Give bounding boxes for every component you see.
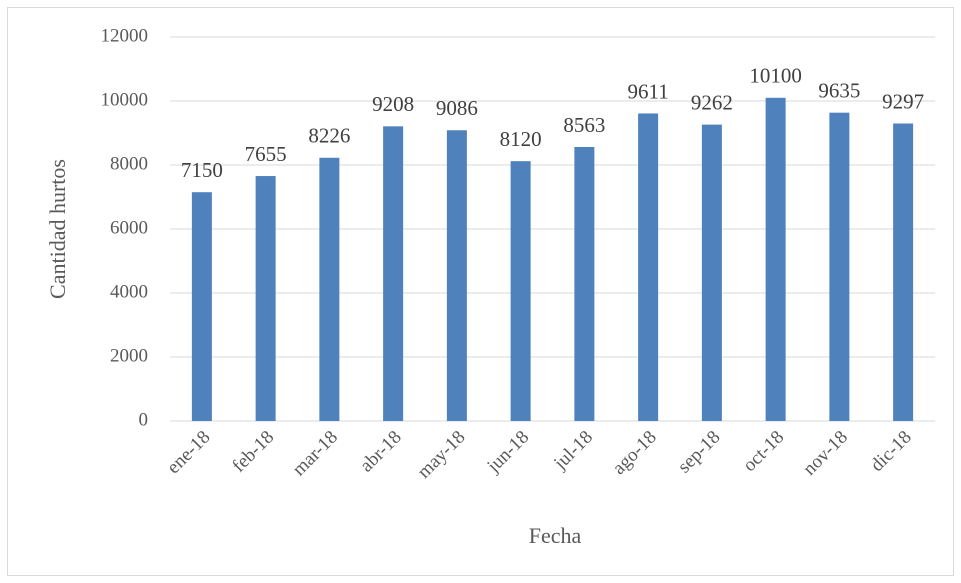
bar [191,192,212,421]
data-label: 7655 [245,142,287,166]
chart-border [7,7,954,576]
data-label: 9611 [628,79,669,103]
data-label: 9297 [882,89,924,113]
bar [638,113,659,421]
y-tick-label: 0 [139,409,149,430]
y-tick-label: 6000 [110,217,148,238]
bar [829,112,850,422]
bar [255,176,276,421]
data-label: 9086 [436,96,478,120]
data-label: 9208 [372,92,414,116]
data-label: 7150 [181,158,223,182]
y-tick-label: 2000 [110,345,148,366]
bar [319,157,340,421]
y-axis-label: Cantidad hurtos [45,159,70,299]
data-label: 8563 [563,113,605,137]
y-tick-label: 4000 [110,281,148,302]
x-axis-label: Fecha [529,523,582,548]
bar [701,124,722,421]
bar [446,130,467,422]
bar [383,126,404,422]
data-label: 8120 [500,127,542,151]
data-label: 8226 [308,124,350,148]
bar [574,146,595,421]
data-label: 10100 [749,64,802,88]
y-tick-label: 8000 [110,153,148,174]
bar [510,161,531,421]
bar [765,97,786,422]
data-label: 9635 [818,78,860,102]
y-tick-label: 10000 [101,89,149,110]
data-label: 9262 [691,90,733,114]
y-tick-label: 12000 [101,25,149,46]
bar [893,123,914,421]
